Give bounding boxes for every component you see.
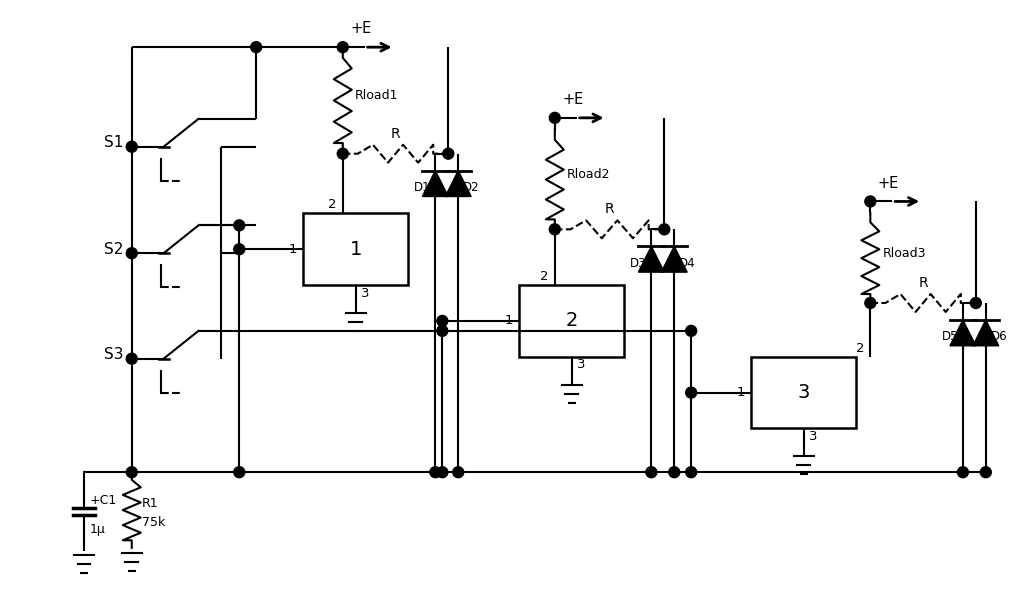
Polygon shape bbox=[423, 171, 449, 197]
Circle shape bbox=[337, 41, 348, 53]
Circle shape bbox=[549, 224, 560, 235]
Polygon shape bbox=[638, 246, 665, 272]
Polygon shape bbox=[950, 320, 976, 346]
Circle shape bbox=[126, 467, 137, 478]
Polygon shape bbox=[662, 246, 687, 272]
Text: R1: R1 bbox=[141, 496, 159, 510]
Circle shape bbox=[437, 325, 447, 337]
Text: R: R bbox=[605, 203, 614, 216]
Circle shape bbox=[126, 141, 137, 152]
Bar bbox=[303, 213, 408, 285]
Circle shape bbox=[865, 196, 876, 207]
Text: 2: 2 bbox=[541, 270, 549, 283]
Circle shape bbox=[957, 467, 969, 478]
Circle shape bbox=[233, 467, 245, 478]
Text: 3: 3 bbox=[798, 383, 810, 402]
Text: D3: D3 bbox=[630, 257, 646, 270]
Text: 75k: 75k bbox=[141, 516, 165, 529]
Text: +E: +E bbox=[562, 92, 584, 107]
Circle shape bbox=[442, 148, 454, 159]
Text: D2: D2 bbox=[463, 181, 480, 194]
Circle shape bbox=[233, 244, 245, 255]
Circle shape bbox=[549, 112, 560, 123]
Text: 2: 2 bbox=[856, 342, 864, 355]
Circle shape bbox=[646, 467, 656, 478]
Text: 2: 2 bbox=[329, 198, 337, 212]
Circle shape bbox=[686, 467, 696, 478]
Text: Rload1: Rload1 bbox=[354, 89, 398, 102]
Circle shape bbox=[453, 467, 464, 478]
Text: S2: S2 bbox=[104, 242, 124, 257]
Circle shape bbox=[865, 297, 876, 308]
Circle shape bbox=[126, 353, 137, 364]
Circle shape bbox=[686, 387, 696, 398]
Text: 1: 1 bbox=[737, 386, 745, 399]
Text: +E: +E bbox=[878, 175, 899, 191]
Circle shape bbox=[980, 467, 991, 478]
Circle shape bbox=[971, 297, 981, 308]
Text: S3: S3 bbox=[104, 347, 124, 362]
Polygon shape bbox=[973, 320, 998, 346]
Circle shape bbox=[126, 248, 137, 258]
Polygon shape bbox=[445, 171, 471, 197]
Circle shape bbox=[337, 148, 348, 159]
Circle shape bbox=[233, 220, 245, 231]
Circle shape bbox=[437, 467, 447, 478]
Circle shape bbox=[251, 41, 262, 53]
Text: 1μ: 1μ bbox=[90, 523, 105, 537]
Text: D1: D1 bbox=[414, 181, 430, 194]
Text: R: R bbox=[919, 276, 928, 290]
Bar bbox=[519, 285, 624, 357]
Text: R: R bbox=[391, 127, 400, 141]
Text: D6: D6 bbox=[991, 331, 1008, 343]
Text: D4: D4 bbox=[679, 257, 696, 270]
Text: 1: 1 bbox=[289, 243, 298, 256]
Text: +E: +E bbox=[350, 21, 372, 36]
Text: D5: D5 bbox=[941, 331, 957, 343]
Text: 1: 1 bbox=[349, 240, 361, 259]
Text: 1: 1 bbox=[505, 314, 513, 328]
Circle shape bbox=[669, 467, 680, 478]
Text: 3: 3 bbox=[809, 430, 817, 443]
Text: 3: 3 bbox=[577, 358, 585, 371]
Text: S1: S1 bbox=[104, 135, 124, 150]
Circle shape bbox=[686, 325, 696, 337]
Text: Rload3: Rload3 bbox=[883, 247, 926, 260]
Text: 2: 2 bbox=[565, 311, 578, 331]
Circle shape bbox=[658, 224, 670, 235]
Circle shape bbox=[437, 316, 447, 326]
Circle shape bbox=[430, 467, 440, 478]
Text: +C1: +C1 bbox=[90, 493, 117, 507]
Text: Rload2: Rload2 bbox=[566, 168, 610, 181]
Text: 3: 3 bbox=[360, 287, 370, 299]
Bar bbox=[752, 357, 856, 429]
